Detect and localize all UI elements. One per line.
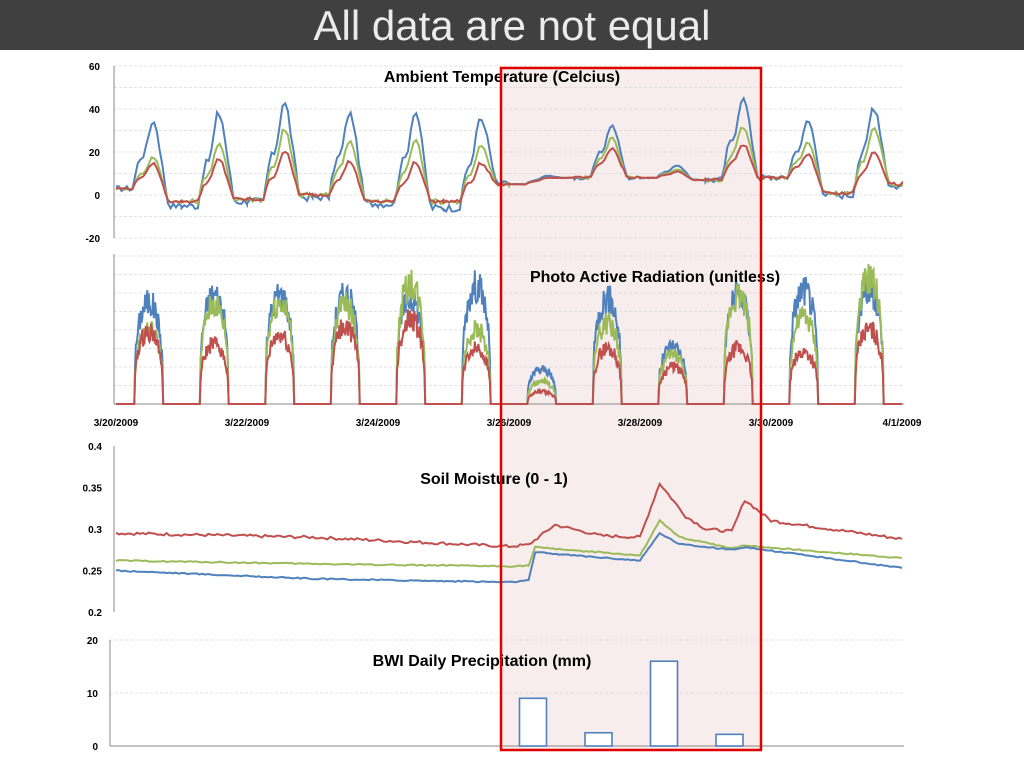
radiation-series [116,263,902,405]
soil-moisture-chart: 0.2 0.25 0.3 0.35 0.4 Soil Moisture (0 - 1) [83,442,903,619]
precipitation-bar [649,660,679,747]
highlight-border-layer [499,66,763,752]
precipitation-bars [518,660,744,747]
precipitation-bar [715,733,744,747]
radiation-x-tick-label: 3/30/2009 [749,418,794,429]
soil-moisture-y-tick-label: 0.25 [83,567,103,578]
temperature-y-tick-label: 20 [89,148,101,159]
soil-moisture-title: Soil Moisture (0 - 1) [420,471,568,488]
radiation-x-ticks: 3/20/2009 3/22/2009 3/24/2009 3/26/2009 3/28… [94,418,922,429]
precipitation-bar [584,731,613,747]
radiation-series-red [116,309,902,405]
precipitation-y-ticks: 0 10 20 [87,636,99,753]
precipitation-y-tick-label: 20 [87,636,99,647]
temperature-y-tick-label: 60 [89,62,101,73]
highlight-fill-layer [501,68,761,750]
radiation-chart: 3/20/2009 3/22/2009 3/24/2009 3/26/2009 3/28… [94,254,922,429]
soil-moisture-y-tick-label: 0.3 [88,525,102,536]
precipitation-bar [518,697,548,747]
precipitation-y-tick-label: 0 [92,742,98,753]
radiation-gridlines [114,255,904,386]
temperature-y-tick-label: 0 [94,191,100,202]
radiation-title: Photo Active Radiation (unitless) [530,269,780,286]
soil-moisture-y-tick-label: 0.4 [88,442,102,453]
precipitation-title: BWI Daily Precipitation (mm) [373,653,592,670]
title-bar [0,0,1024,50]
highlight-region-border [499,66,763,752]
temperature-series-red [115,144,903,206]
radiation-x-tick-label: 3/22/2009 [225,418,270,429]
soil-moisture-series-blue [115,531,903,584]
soil-moisture-y-tick-label: 0.2 [88,608,102,619]
radiation-x-tick-label: 4/1/2009 [883,418,922,429]
precipitation-gridlines [110,639,904,694]
temperature-y-tick-label: -20 [86,234,101,245]
soil-moisture-y-ticks: 0.2 0.25 0.3 0.35 0.4 [83,442,103,619]
highlight-region-fill [501,68,761,750]
radiation-x-tick-label: 3/24/2009 [356,418,401,429]
temperature-y-ticks: -20 0 20 40 60 [86,62,101,245]
precipitation-chart: 0 10 20 BWI Daily Precipitation (mm) [87,636,904,753]
temperature-series [115,96,903,213]
radiation-x-tick-label: 3/28/2009 [618,418,663,429]
radiation-x-tick-label: 3/20/2009 [94,418,139,429]
soil-moisture-series-red [115,481,903,549]
temperature-gridlines [114,65,904,239]
precipitation-y-tick-label: 10 [87,689,99,700]
soil-moisture-y-tick-label: 0.35 [83,484,103,495]
radiation-x-tick-label: 3/26/2009 [487,418,532,429]
slide-title: All data are not equal [313,2,711,49]
soil-moisture-series [115,481,903,584]
temperature-y-tick-label: 40 [89,105,101,116]
soil-moisture-series-green [115,518,903,568]
